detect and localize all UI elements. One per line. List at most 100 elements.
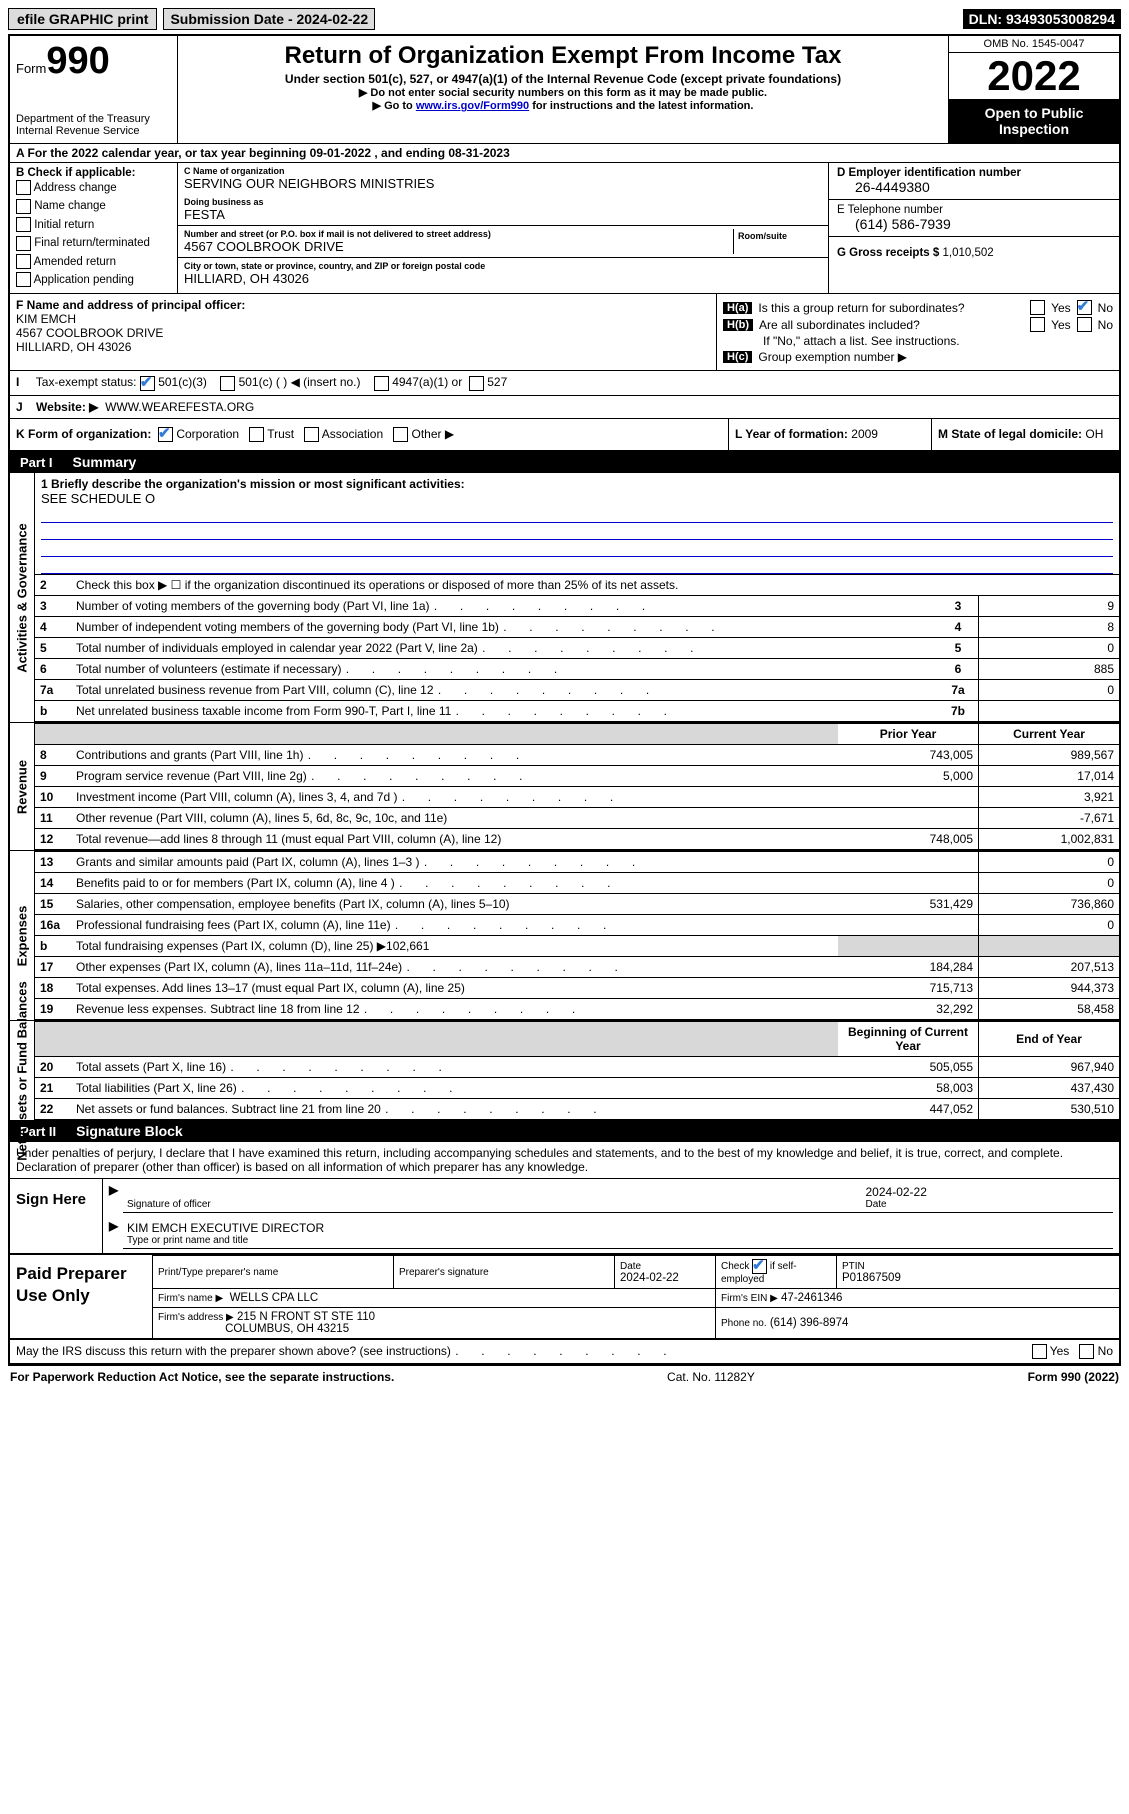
chk-assoc[interactable] [304, 427, 319, 442]
chk-other[interactable] [393, 427, 408, 442]
hb-text: Are all subordinates included? [759, 318, 1024, 332]
prep-sig-label: Preparer's signature [399, 1267, 609, 1278]
line-5-val: 0 [979, 638, 1120, 659]
tax-year: 2022 [949, 53, 1119, 99]
chk-4947[interactable] [374, 376, 389, 391]
open-public-badge: Open to Public Inspection [949, 99, 1119, 143]
hb-badge: H(b) [723, 319, 753, 331]
chk-app-pending[interactable] [16, 272, 31, 287]
side-activities-governance: Activities & Governance [15, 523, 30, 673]
chk-amended-return[interactable] [16, 254, 31, 269]
line-11-cy: -7,671 [979, 808, 1120, 829]
form-label: Form [16, 61, 46, 76]
chk-527[interactable] [469, 376, 484, 391]
line-15-desc: Salaries, other compensation, employee b… [71, 894, 838, 915]
line-18-cy: 944,373 [979, 978, 1120, 999]
chk-trust[interactable] [249, 427, 264, 442]
opt-other: Other ▶ [412, 427, 455, 441]
firm-name: WELLS CPA LLC [230, 1292, 319, 1304]
chk-501c[interactable] [220, 376, 235, 391]
name-title-label: Type or print name and title [127, 1235, 1109, 1246]
hc-badge: H(c) [723, 351, 752, 363]
i-label: Tax-exempt status: [36, 375, 137, 389]
chk-hb-no[interactable] [1077, 317, 1092, 332]
efile-btn[interactable]: efile GRAPHIC print [8, 8, 157, 30]
line-10-cy: 3,921 [979, 787, 1120, 808]
sign-here-label: Sign Here [10, 1179, 102, 1253]
line-19-cy: 58,458 [979, 999, 1120, 1020]
chk-self-employed[interactable] [752, 1259, 767, 1274]
firm-addr-label: Firm's address ▶ [158, 1312, 234, 1323]
col-boy: Beginning of Current Year [838, 1022, 979, 1057]
discuss-no: No [1098, 1344, 1113, 1358]
prep-name-label: Print/Type preparer's name [158, 1267, 388, 1278]
pra-notice: For Paperwork Reduction Act Notice, see … [10, 1370, 394, 1384]
prep-date-label: Date [620, 1261, 710, 1272]
firm-addr: 215 N FRONT ST STE 110 [237, 1311, 375, 1323]
firm-ein: 47-2461346 [781, 1292, 842, 1304]
form-header: Form990 Department of the Treasury Inter… [10, 36, 1119, 144]
hb-note: If "No," attach a list. See instructions… [723, 334, 1113, 348]
chk-corp[interactable] [158, 427, 173, 442]
org-name: SERVING OUR NEIGHBORS MINISTRIES [184, 176, 822, 191]
gross-receipts: 1,010,502 [942, 247, 993, 259]
line-16a-cy: 0 [979, 915, 1120, 936]
prep-date: 2024-02-22 [620, 1272, 679, 1284]
discuss-yes: Yes [1050, 1344, 1070, 1358]
sig-officer-label: Signature of officer [127, 1199, 858, 1210]
ssn-note: ▶ Do not enter social security numbers o… [188, 86, 938, 99]
chk-discuss-no[interactable] [1079, 1344, 1094, 1359]
col-current-year: Current Year [979, 724, 1120, 745]
line-14-py [838, 873, 979, 894]
page-footer: For Paperwork Reduction Act Notice, see … [8, 1366, 1121, 1384]
chk-discuss-yes[interactable] [1032, 1344, 1047, 1359]
officer-addr1: 4567 COOLBROOK DRIVE [16, 326, 710, 340]
line-6-val: 885 [979, 659, 1120, 680]
omb-number: OMB No. 1545-0047 [949, 36, 1119, 53]
line-10-py [838, 787, 979, 808]
line-12-py: 748,005 [838, 829, 979, 850]
chk-501c3[interactable] [140, 376, 155, 391]
chk-final-return[interactable] [16, 236, 31, 251]
col-prior-year: Prior Year [838, 724, 979, 745]
state-domicile: OH [1085, 427, 1103, 441]
col-eoy: End of Year [979, 1022, 1120, 1057]
form-container: Form990 Department of the Treasury Inter… [8, 34, 1121, 1366]
chk-address-change[interactable] [16, 180, 31, 195]
irs-link[interactable]: www.irs.gov/Form990 [416, 100, 529, 112]
chk-ha-no[interactable] [1077, 300, 1092, 315]
line-10-desc: Investment income (Part VIII, column (A)… [71, 787, 838, 808]
line-17-desc: Other expenses (Part IX, column (A), lin… [71, 957, 838, 978]
chk-ha-yes[interactable] [1030, 300, 1045, 315]
hc-text: Group exemption number ▶ [758, 350, 907, 364]
website-url: WWW.WEAREFESTA.ORG [105, 400, 254, 414]
line-15-cy: 736,860 [979, 894, 1120, 915]
chk-name-change[interactable] [16, 199, 31, 214]
chk-initial-return[interactable] [16, 217, 31, 232]
section-i-status: I Tax-exempt status: 501(c)(3) 501(c) ( … [10, 371, 1119, 394]
chk-hb-yes[interactable] [1030, 317, 1045, 332]
line-20-cy: 967,940 [979, 1057, 1120, 1078]
officer-addr2: HILLIARD, OH 43026 [16, 340, 710, 354]
line-6-desc: Total number of volunteers (estimate if … [71, 659, 938, 680]
sig-date: 2024-02-22 [866, 1185, 1110, 1199]
firm-ein-label: Firm's EIN ▶ [721, 1293, 778, 1304]
line-19-py: 32,292 [838, 999, 979, 1020]
line-18-py: 715,713 [838, 978, 979, 999]
part1-title: Summary [63, 451, 147, 473]
catalog-number: Cat. No. 11282Y [667, 1370, 755, 1384]
side-expenses: Expenses [15, 905, 30, 966]
j-label: Website: ▶ [36, 400, 98, 414]
room-suite-label: Room/suite [734, 229, 822, 254]
signature-block: Sign Here ▶ Signature of officer 2024-02… [10, 1179, 1119, 1255]
line-14-desc: Benefits paid to or for members (Part IX… [71, 873, 838, 894]
opt-app-pending: Application pending [34, 274, 134, 286]
line-7b-desc: Net unrelated business taxable income fr… [71, 701, 938, 722]
opt-501c: 501(c) ( ) ◀ (insert no.) [239, 375, 361, 389]
dba-name: FESTA [184, 207, 822, 222]
c-name-label: C Name of organization [184, 166, 822, 176]
line-17-cy: 207,513 [979, 957, 1120, 978]
part2-header: Part II Signature Block [10, 1120, 1119, 1142]
line-3-desc: Number of voting members of the governin… [71, 596, 938, 617]
line-22-desc: Net assets or fund balances. Subtract li… [71, 1099, 838, 1120]
